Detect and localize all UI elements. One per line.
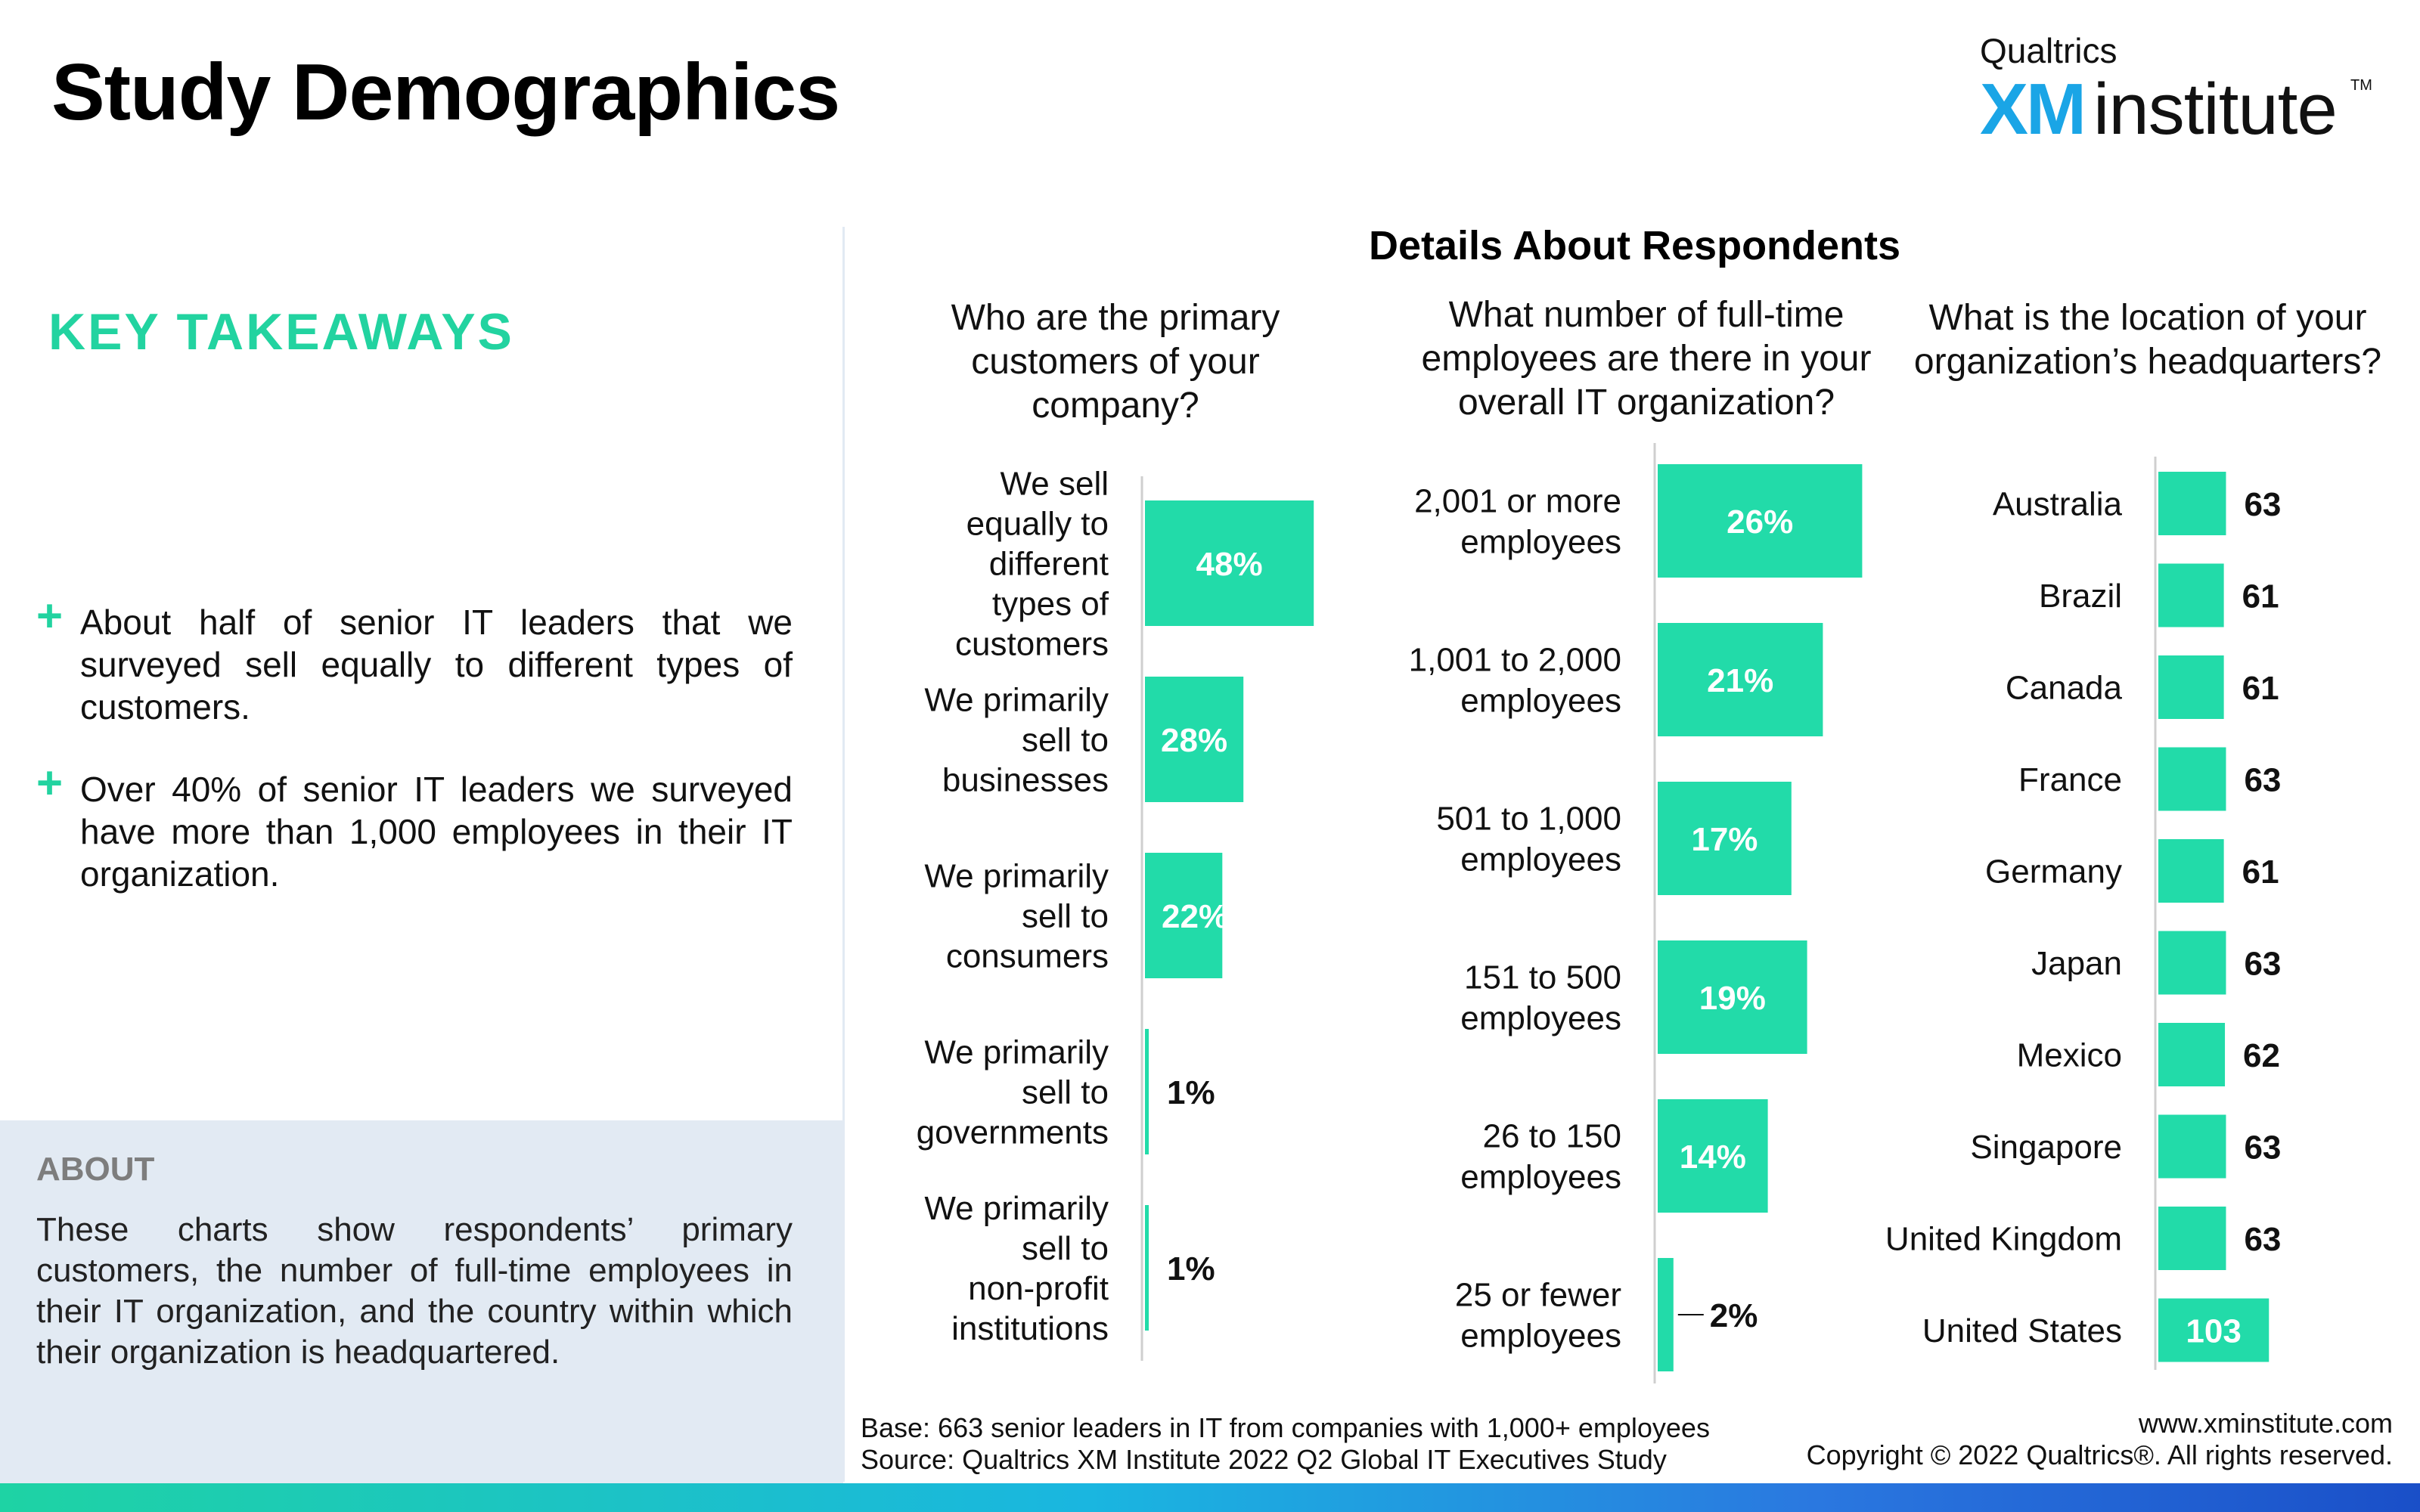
chart2-value-label: 2% xyxy=(1710,1297,1758,1334)
chart2-value-label: 26% xyxy=(1727,503,1793,541)
footer-right: www.xminstitute.com Copyright © 2022 Qua… xyxy=(1807,1408,2393,1471)
chart2-bar xyxy=(1658,1099,1768,1213)
about-text: These charts show respondents’ primary c… xyxy=(36,1211,793,1371)
chart3-value-label: 61 xyxy=(2242,854,2279,891)
chart3-category-label: Germany xyxy=(1985,853,2122,890)
chart3-value-label: 63 xyxy=(2244,486,2281,523)
chart2-value-label: 21% xyxy=(1707,662,1773,699)
chart3-category-label: United States xyxy=(1922,1312,2122,1349)
chart3-category-label: Brazil xyxy=(2039,578,2122,615)
chart3-value-label: 63 xyxy=(2244,761,2281,798)
chart1-value-label: 28% xyxy=(1161,722,1227,759)
takeaway-item: + About half of senior IT leaders that w… xyxy=(36,593,793,728)
chart1-bar xyxy=(1145,853,1223,978)
chart2-category-label: 501 to 1,000 employees xyxy=(1436,800,1621,878)
website-link[interactable]: www.xminstitute.com xyxy=(2138,1408,2393,1439)
takeaway-item: + Over 40% of senior IT leaders we surve… xyxy=(36,761,793,895)
plus-icon: + xyxy=(36,758,64,808)
chart1-value-label: 48% xyxy=(1196,546,1263,583)
chart1-category-label: We primarily sell to governments xyxy=(917,1033,1109,1151)
chart1-bar xyxy=(1145,1029,1149,1154)
chart2-question: What number of full-time employees are t… xyxy=(1421,295,1872,423)
chart3-value-label: 62 xyxy=(2243,1037,2280,1074)
chart1-category-label: We primarily sell to consumers xyxy=(924,857,1109,974)
chart3-bar xyxy=(2158,747,2226,811)
chart3-value-label: 103 xyxy=(2186,1312,2241,1349)
takeaway-text: Over 40% of senior IT leaders we surveye… xyxy=(80,770,793,894)
chart3-bar xyxy=(2158,1023,2226,1086)
chart1-category-label: We primarily sell to non-profit institution… xyxy=(924,1190,1109,1347)
chart1-category-label: We primarily sell to businesses xyxy=(924,681,1109,798)
base-text: Base: 663 senior leaders in IT from comp… xyxy=(861,1412,1710,1443)
chart2-bar xyxy=(1658,464,1863,578)
chart3-bar xyxy=(2158,1298,2270,1362)
logo-qualtrics-text: Qualtrics xyxy=(1980,31,2118,70)
details-title: Details About Respondents xyxy=(1369,223,1901,268)
chart3-category-label: Mexico xyxy=(2017,1036,2122,1074)
source-text: Source: Qualtrics XM Institute 2022 Q2 G… xyxy=(861,1444,1667,1475)
chart3-bar xyxy=(2158,839,2224,903)
chart3-bar xyxy=(2158,1114,2226,1179)
chart3-category-label: Singapore xyxy=(1970,1129,2122,1166)
panel-divider xyxy=(842,227,845,1482)
chart1-bar xyxy=(1145,1205,1149,1331)
page-title: Study Demographics xyxy=(51,48,840,137)
bottom-gradient-bar xyxy=(0,1483,2420,1512)
chart3-value-label: 61 xyxy=(2242,578,2279,615)
chart3-bar xyxy=(2158,472,2226,535)
chart2-category-label: 1,001 to 2,000 employees xyxy=(1409,641,1621,719)
chart3-category-label: Japan xyxy=(2031,945,2122,982)
chart1-value-label: 1% xyxy=(1167,1074,1215,1111)
chart1-bar xyxy=(1145,500,1314,626)
chart1-question: Who are the primary customers of your co… xyxy=(951,298,1280,426)
about-box: ABOUT These charts show respondents’ pri… xyxy=(0,1120,843,1483)
base-source-note: Base: 663 senior leaders in IT from comp… xyxy=(861,1412,1710,1476)
chart1-value-label: 1% xyxy=(1167,1250,1215,1287)
chart3-question: What is the location of your organizatio… xyxy=(1913,298,2382,382)
chart2-category-label: 151 to 500 employees xyxy=(1460,959,1621,1036)
chart2-bar xyxy=(1658,623,1823,736)
chart2-category-label: 2,001 or more employees xyxy=(1414,482,1621,560)
logo-xm-text: XM xyxy=(1980,69,2086,150)
xm-institute-logo: Qualtrics XM institute TM xyxy=(1980,30,2373,150)
chart1-category-label: We sell equally to different types of custom… xyxy=(955,465,1109,662)
chart2-bar xyxy=(1658,782,1792,895)
chart3-category-label: United Kingdom xyxy=(1885,1220,2122,1257)
chart2-category-label: 25 or fewer employees xyxy=(1455,1276,1621,1354)
key-takeaways-heading: KEY TAKEAWAYS xyxy=(48,303,514,361)
chart3-bar xyxy=(2158,1207,2226,1270)
chart2-value-label: 19% xyxy=(1699,980,1766,1017)
copyright-text: Copyright © 2022 Qualtrics®. All rights … xyxy=(1806,1439,2393,1470)
about-heading: ABOUT xyxy=(36,1151,155,1188)
takeaway-text: About half of senior IT leaders that we … xyxy=(80,603,793,727)
chart3-value-label: 63 xyxy=(2244,945,2281,982)
chart1-bar xyxy=(1145,677,1244,802)
chart3-value-label: 63 xyxy=(2244,1129,2281,1166)
logo-institute-text: institute xyxy=(2093,69,2338,150)
chart3-category-label: Australia xyxy=(1993,485,2123,522)
chart2-value-label: 17% xyxy=(1691,821,1758,858)
chart3-category-label: France xyxy=(2018,761,2122,798)
plus-icon: + xyxy=(36,590,64,641)
chart3-bar xyxy=(2158,655,2224,719)
chart3-bar xyxy=(2158,563,2224,627)
chart2-bar xyxy=(1658,1258,1674,1371)
chart3-bar xyxy=(2158,931,2226,995)
chart3-value-label: 63 xyxy=(2244,1221,2281,1258)
chart2-category-label: 26 to 150 employees xyxy=(1460,1117,1621,1195)
chart1-value-label: 22% xyxy=(1162,898,1228,935)
logo-tm-text: TM xyxy=(2350,77,2372,94)
chart3-category-label: Canada xyxy=(2006,669,2123,706)
chart2-value-label: 14% xyxy=(1680,1139,1746,1176)
chart3-value-label: 61 xyxy=(2242,670,2279,707)
chart2-bar xyxy=(1658,940,1807,1054)
